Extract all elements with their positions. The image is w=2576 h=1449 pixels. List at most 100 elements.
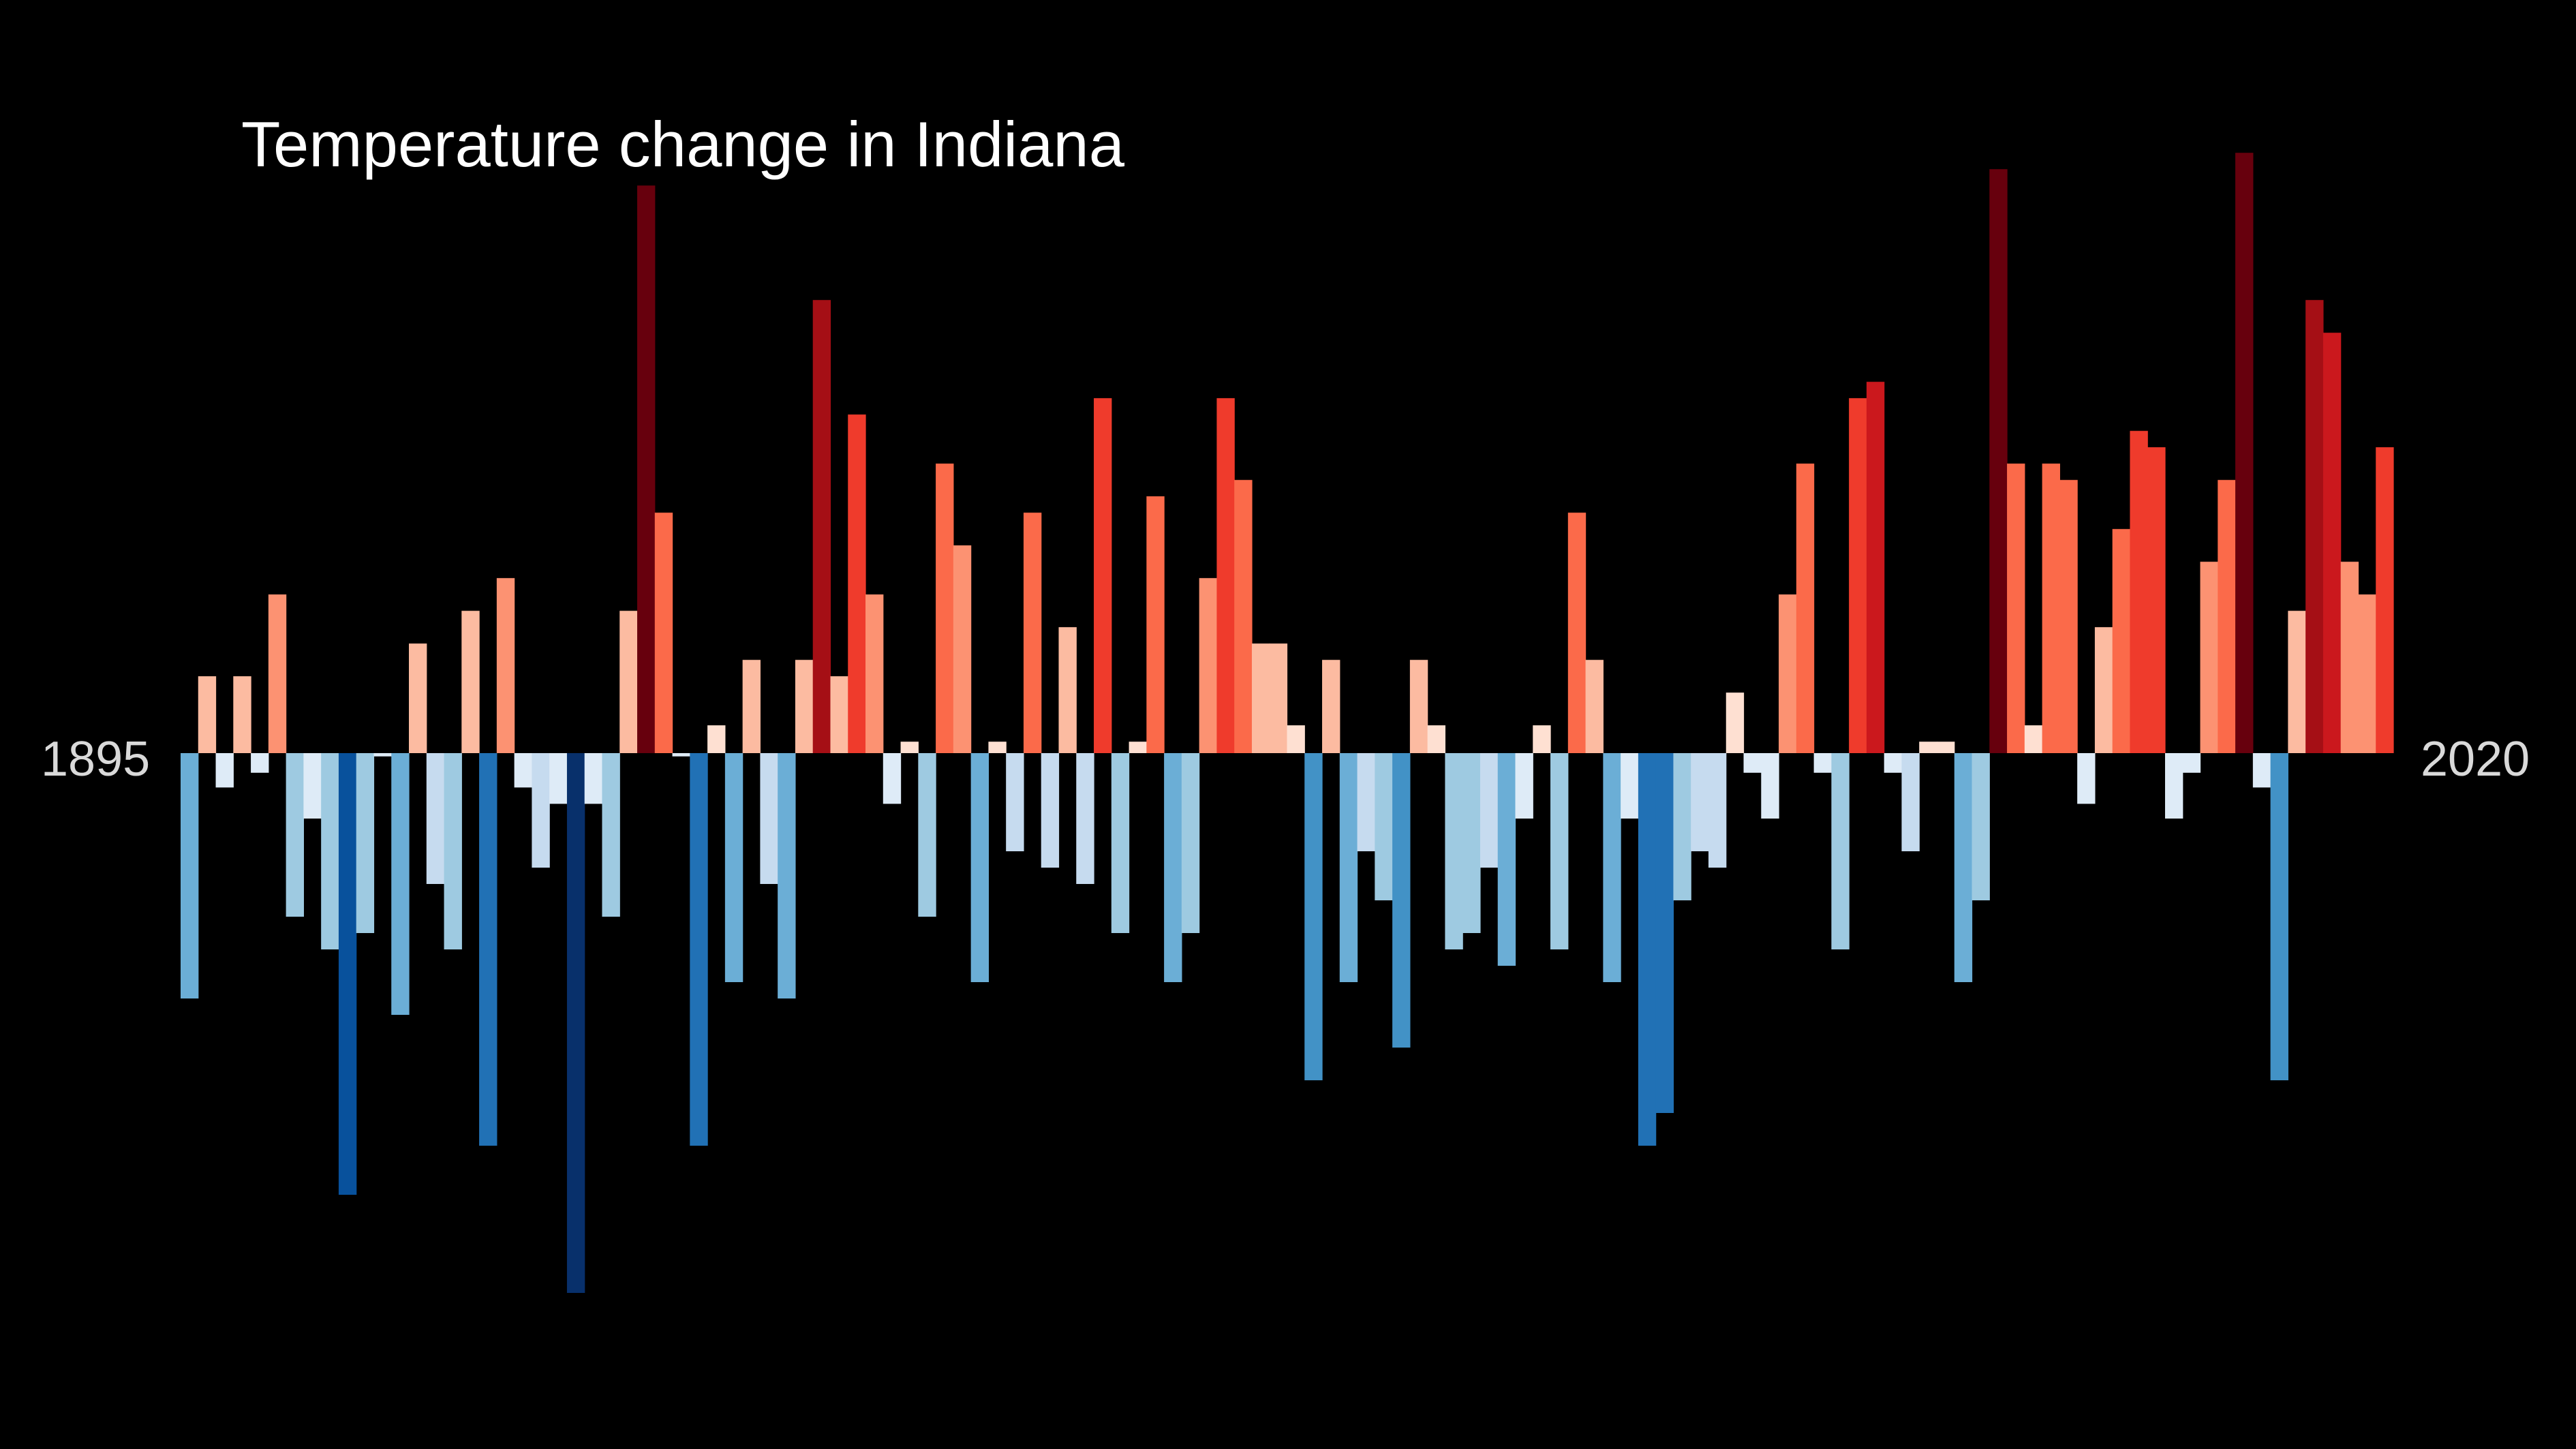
bar-1904 xyxy=(338,753,357,1195)
bar-1998 xyxy=(1989,169,2008,753)
chart-title: Temperature change in Indiana xyxy=(241,108,1124,180)
bar-1956 xyxy=(1251,643,1270,753)
bar-1938 xyxy=(936,463,954,753)
bar-1948 xyxy=(1111,753,1130,933)
bar-1994 xyxy=(1919,742,1937,753)
bar-1917 xyxy=(566,753,585,1293)
bar-2016 xyxy=(2305,300,2324,753)
bar-1935 xyxy=(883,753,902,804)
bar-2014 xyxy=(2270,753,2288,1080)
bar-1973 xyxy=(1550,753,1569,949)
bar-1990 xyxy=(1849,398,1867,753)
bar-1960 xyxy=(1322,660,1340,753)
bar-1942 xyxy=(1006,753,1024,851)
bar-1905 xyxy=(356,753,375,933)
bar-1911 xyxy=(461,611,480,753)
bar-1925 xyxy=(707,725,726,753)
bar-1962 xyxy=(1357,753,1375,851)
bar-1953 xyxy=(1199,578,1218,753)
bar-2017 xyxy=(2322,333,2342,753)
bar-1969 xyxy=(1479,753,1499,868)
bar-1972 xyxy=(1533,725,1551,753)
bar-2000 xyxy=(2024,725,2043,753)
bar-1986 xyxy=(1779,594,1797,753)
bar-1899 xyxy=(251,753,269,773)
bar-1983 xyxy=(1726,692,1745,753)
bar-1923 xyxy=(672,753,690,757)
bar-1977 xyxy=(1621,753,1639,819)
bar-1932 xyxy=(830,676,848,753)
bar-1913 xyxy=(496,578,515,753)
bar-1988 xyxy=(1813,753,1832,773)
bar-2013 xyxy=(2252,753,2271,788)
bar-1999 xyxy=(2007,463,2025,753)
bar-1980 xyxy=(1673,753,1691,900)
bar-1906 xyxy=(373,753,392,757)
bar-1926 xyxy=(724,753,743,982)
bar-1915 xyxy=(532,753,550,868)
bar-1976 xyxy=(1603,753,1621,982)
bar-1912 xyxy=(479,753,497,1146)
bar-1997 xyxy=(1972,753,1990,900)
bar-1952 xyxy=(1181,753,1200,933)
bar-1908 xyxy=(409,643,427,753)
bar-1944 xyxy=(1041,753,1060,868)
bar-1987 xyxy=(1796,463,1815,753)
bar-1992 xyxy=(1884,753,1903,773)
bar-2001 xyxy=(2042,463,2060,753)
bar-1989 xyxy=(1831,753,1850,949)
bar-1964 xyxy=(1392,753,1411,1048)
bar-1897 xyxy=(215,753,234,788)
bar-1963 xyxy=(1375,753,1393,900)
bar-1924 xyxy=(690,753,708,1146)
bar-1959 xyxy=(1304,753,1323,1080)
bar-1970 xyxy=(1497,753,1516,966)
bar-1937 xyxy=(918,753,936,917)
bar-1993 xyxy=(1901,753,1920,851)
bar-1966 xyxy=(1427,725,1446,753)
bar-2004 xyxy=(2094,627,2113,753)
bar-1958 xyxy=(1287,725,1305,753)
bar-2006 xyxy=(2130,431,2148,753)
bar-1971 xyxy=(1515,753,1533,819)
bar-1920 xyxy=(619,611,638,753)
bar-1903 xyxy=(321,753,339,949)
bar-1954 xyxy=(1216,398,1235,753)
bar-1967 xyxy=(1445,753,1463,949)
bar-1927 xyxy=(742,660,761,753)
bar-1922 xyxy=(654,513,673,753)
bar-2009 xyxy=(2182,753,2201,773)
bar-1896 xyxy=(198,676,217,753)
bar-1898 xyxy=(233,676,251,753)
bar-1933 xyxy=(848,414,866,753)
bar-1949 xyxy=(1129,742,1147,753)
bar-1943 xyxy=(1023,513,1042,753)
bar-1945 xyxy=(1058,627,1077,753)
bar-1928 xyxy=(760,753,778,884)
bar-1991 xyxy=(1866,382,1885,753)
bar-1910 xyxy=(444,753,462,949)
bar-1934 xyxy=(865,594,884,753)
bar-1914 xyxy=(514,753,532,788)
bar-1975 xyxy=(1585,660,1604,753)
bar-2003 xyxy=(2077,753,2096,804)
bar-1916 xyxy=(549,753,568,804)
bar-series xyxy=(181,153,2394,1293)
bar-1996 xyxy=(1954,753,1973,982)
bar-1895 xyxy=(181,753,199,998)
bar-1950 xyxy=(1146,496,1165,753)
bar-1947 xyxy=(1094,398,1112,753)
bar-2018 xyxy=(2340,562,2359,753)
bar-1902 xyxy=(303,753,322,819)
start-year-label: 1895 xyxy=(41,732,151,787)
bar-2019 xyxy=(2358,594,2376,753)
bar-1941 xyxy=(988,742,1007,753)
bar-1961 xyxy=(1339,753,1358,982)
bar-1978 xyxy=(1638,753,1657,1146)
bar-2015 xyxy=(2288,611,2306,753)
bar-1921 xyxy=(637,185,656,753)
bar-1974 xyxy=(1567,513,1586,753)
bar-1985 xyxy=(1761,753,1779,819)
